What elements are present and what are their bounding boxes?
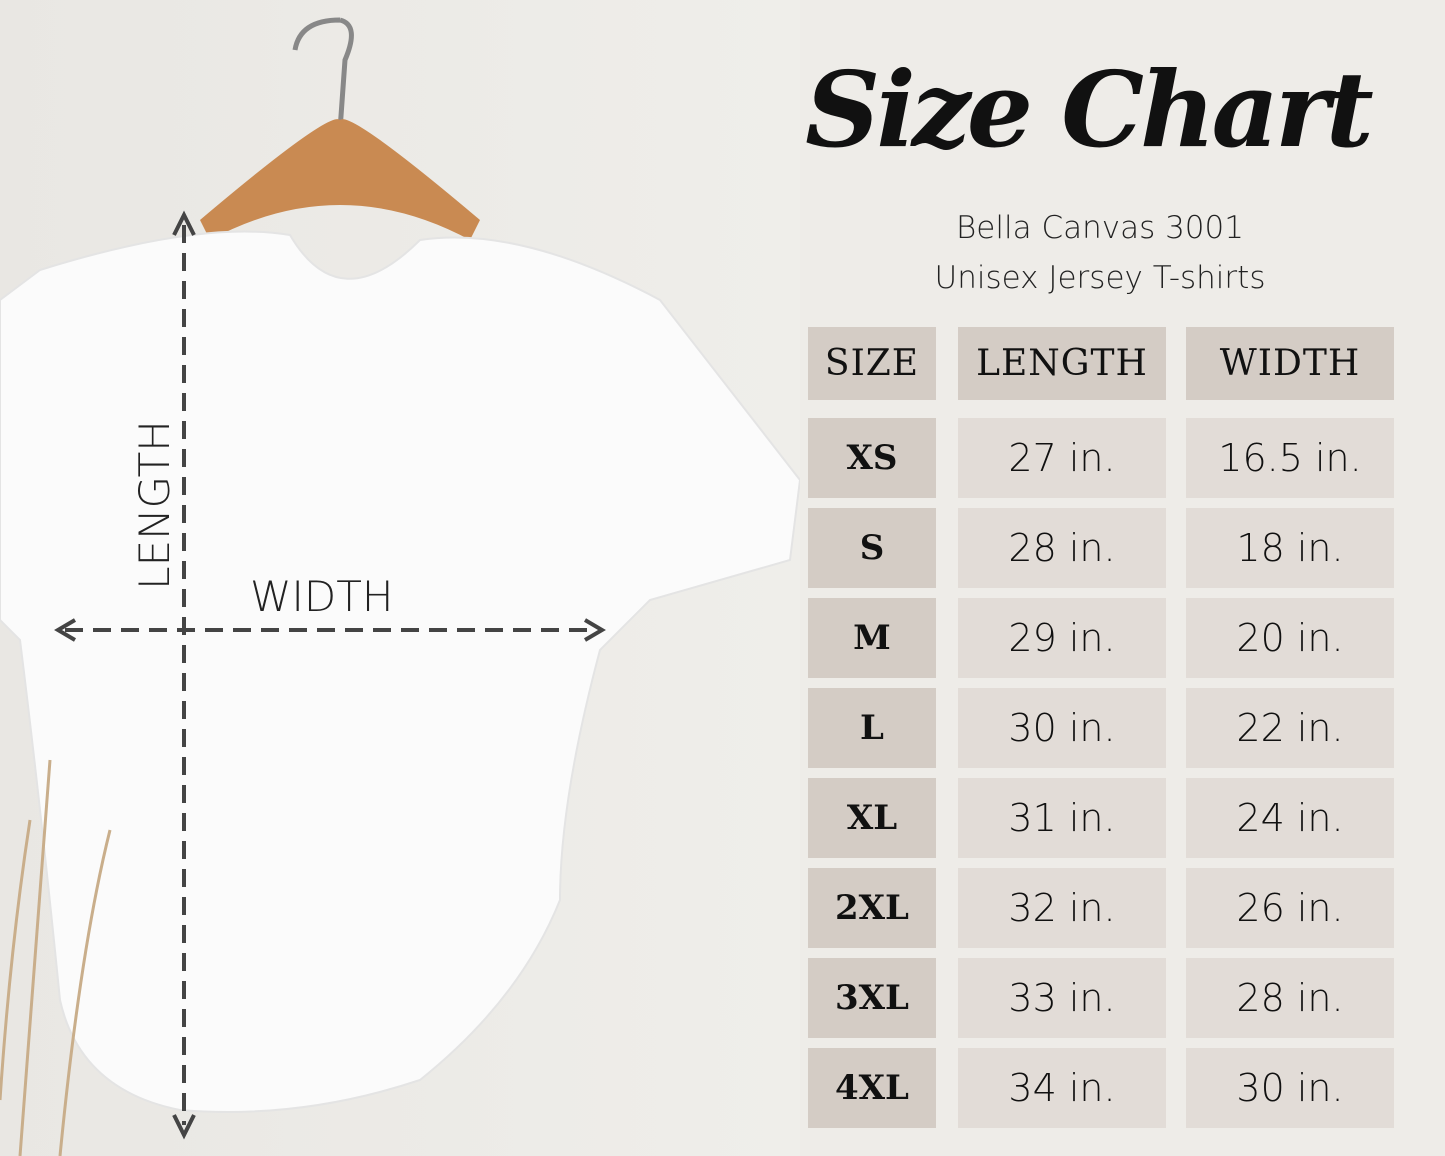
subtitle-line2: Unisex Jersey T-shirts xyxy=(934,260,1266,296)
tshirt-photo xyxy=(0,0,800,1156)
length-cell: 31 in. xyxy=(958,778,1166,858)
size-cell: 3XL xyxy=(808,958,936,1038)
length-cell: 28 in. xyxy=(958,508,1166,588)
length-cell: 34 in. xyxy=(958,1048,1166,1128)
pampas-grass xyxy=(0,759,112,1156)
width-arrowheads xyxy=(54,618,606,642)
subtitle-line1: Bella Canvas 3001 xyxy=(956,210,1244,246)
width-cell: 30 in. xyxy=(1186,1048,1394,1128)
size-cell: S xyxy=(808,508,936,588)
header-length: LENGTH xyxy=(958,327,1166,400)
size-cell: M xyxy=(808,598,936,678)
length-label: LENGTH xyxy=(130,420,179,590)
size-cell: XS xyxy=(808,418,936,498)
length-cell: 33 in. xyxy=(958,958,1166,1038)
width-cell: 16.5 in. xyxy=(1186,418,1394,498)
tshirt-shape xyxy=(0,230,800,1113)
size-cell: 4XL xyxy=(808,1048,936,1128)
width-cell: 18 in. xyxy=(1186,508,1394,588)
width-cell: 26 in. xyxy=(1186,868,1394,948)
length-cell: 29 in. xyxy=(958,598,1166,678)
page-title: Size Chart xyxy=(805,48,1374,171)
width-cell: 24 in. xyxy=(1186,778,1394,858)
header-width: WIDTH xyxy=(1186,327,1394,400)
width-cell: 20 in. xyxy=(1186,598,1394,678)
size-cell: XL xyxy=(808,778,936,858)
length-cell: 27 in. xyxy=(958,418,1166,498)
hanger-icon xyxy=(200,17,480,240)
header-size: SIZE xyxy=(808,327,936,400)
width-label: WIDTH xyxy=(250,572,394,621)
size-cell: 2XL xyxy=(808,868,936,948)
width-cell: 28 in. xyxy=(1186,958,1394,1038)
length-arrowheads xyxy=(172,210,196,1140)
length-cell: 32 in. xyxy=(958,868,1166,948)
size-cell: L xyxy=(808,688,936,768)
length-cell: 30 in. xyxy=(958,688,1166,768)
width-cell: 22 in. xyxy=(1186,688,1394,768)
